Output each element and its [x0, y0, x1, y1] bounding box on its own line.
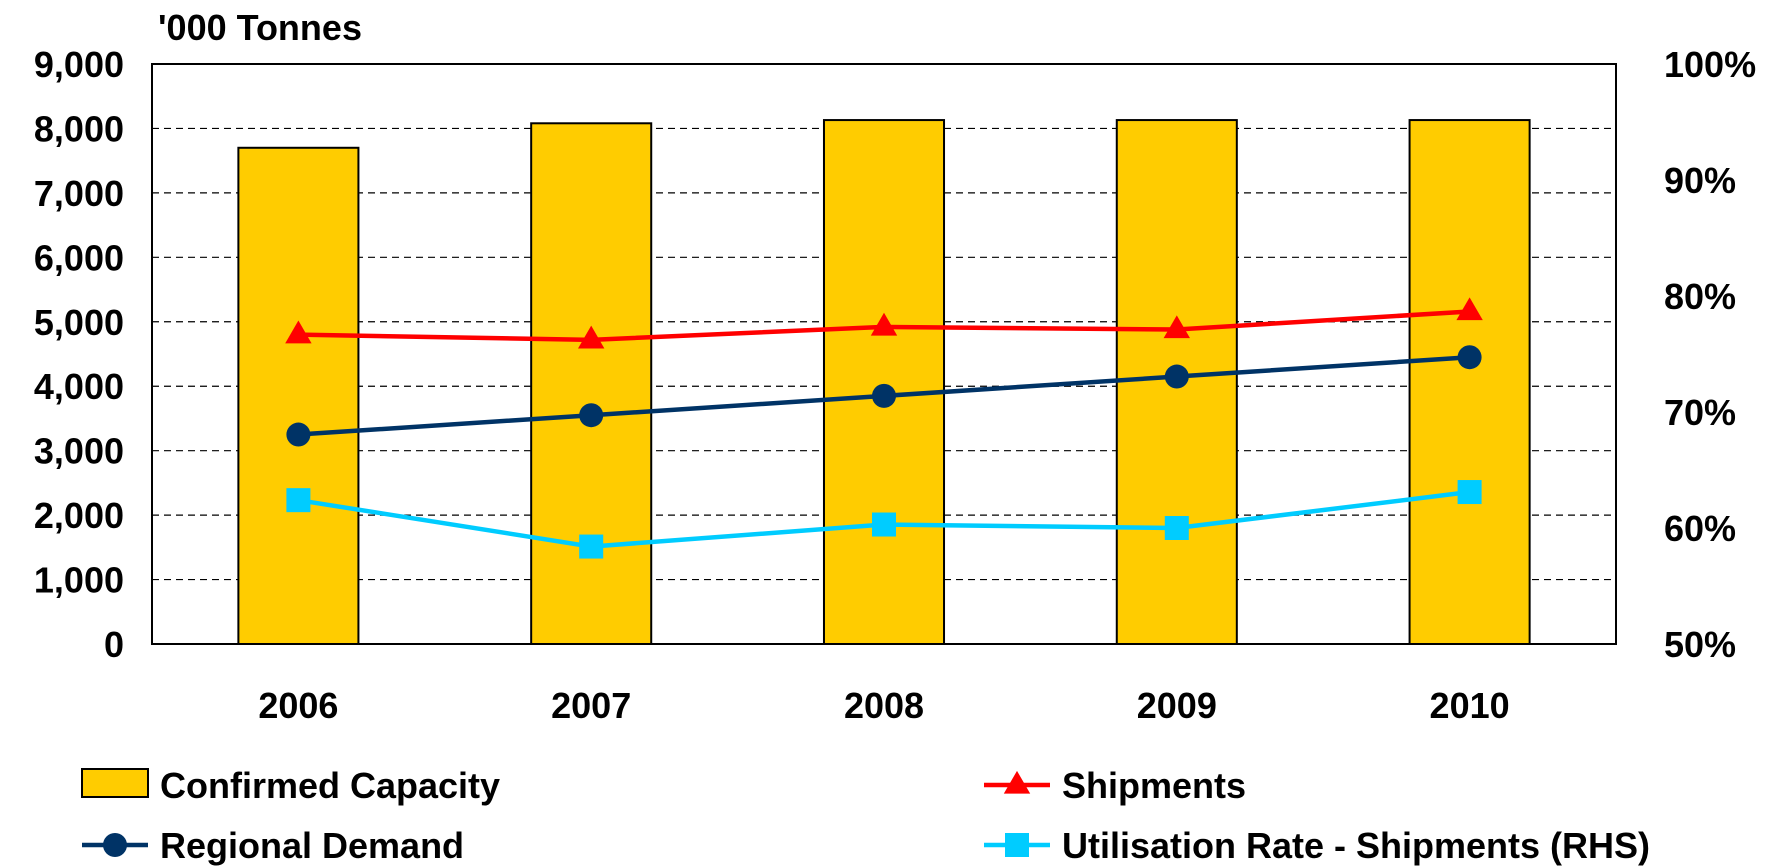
point-regional-demand: [1457, 345, 1482, 370]
point-shipments: [1163, 315, 1190, 339]
left-axis-tick-label: 9,000: [34, 44, 124, 85]
line-series: [285, 297, 1483, 559]
point-regional-demand: [579, 403, 604, 428]
bar-series: [237, 119, 1531, 646]
x-axis-tick-label: 2009: [1137, 685, 1217, 726]
left-axis-tick-label: 3,000: [34, 431, 124, 472]
right-axis-tick-label: 100%: [1664, 44, 1756, 85]
bar-confirmed-capacity: [237, 146, 360, 645]
x-axis-tick-label: 2010: [1430, 685, 1510, 726]
left-axis-ticks: 0 1,000 2,000 3,000 4,000 5,000 6,000 7,000 8,00…: [34, 44, 124, 665]
point-utilisation-rate-shipments-rhs: [286, 488, 311, 513]
right-axis-tick-label: 90%: [1664, 160, 1736, 201]
point-utilisation-rate-shipments-rhs: [1457, 480, 1482, 505]
right-axis-ticks: 50% 60% 70% 80% 90% 100%: [1664, 44, 1756, 665]
legend-label-shipments: Shipments: [1062, 765, 1246, 806]
left-axis-tick-label: 4,000: [34, 366, 124, 407]
point-shipments: [870, 312, 898, 336]
x-axis-tick-label: 2008: [844, 685, 924, 726]
point-utilisation-rate-shipments-rhs: [872, 512, 896, 537]
left-axis-tick-label: 0: [104, 624, 124, 665]
point-shipments: [1456, 297, 1483, 321]
point-regional-demand: [286, 422, 311, 447]
legend-label-regional-demand: Regional Demand: [160, 825, 464, 866]
legend: Confirmed Capacity Shipments Regional Dema…: [81, 765, 1650, 866]
left-axis-tick-label: 1,000: [34, 560, 124, 601]
y-axis-unit-label: '000 Tonnes: [158, 7, 362, 48]
left-axis-tick-label: 2,000: [34, 495, 124, 536]
x-axis-tick-label: 2007: [551, 685, 631, 726]
x-axis-ticks: 2006 2007 2008 2009 2010: [258, 685, 1509, 726]
point-shipments: [578, 325, 605, 349]
legend-label-utilisation-rate-shipments-rhs: Utilisation Rate - Shipments (RHS): [1062, 825, 1650, 866]
left-axis-tick-label: 8,000: [34, 108, 124, 149]
left-axis-tick-label: 6,000: [34, 237, 124, 278]
right-axis-tick-label: 60%: [1664, 508, 1736, 549]
legend-marker-shipments: [1003, 770, 1031, 794]
left-axis-tick-label: 7,000: [34, 173, 124, 214]
plot-area-frame: [151, 63, 1617, 645]
bar-confirmed-capacity: [822, 119, 946, 646]
legend-marker-utilisation-rate-shipments-rhs: [1005, 833, 1029, 857]
right-axis-tick-label: 70%: [1664, 392, 1736, 433]
point-regional-demand: [1164, 364, 1189, 389]
right-axis-tick-label: 50%: [1664, 624, 1736, 665]
bar-confirmed-capacity: [1408, 119, 1531, 646]
left-axis-tick-label: 5,000: [34, 302, 124, 343]
point-utilisation-rate-shipments-rhs: [1164, 516, 1189, 540]
legend-marker-regional-demand: [103, 833, 127, 857]
point-regional-demand: [872, 383, 896, 408]
legend-label-confirmed-capacity: Confirmed Capacity: [160, 765, 500, 806]
point-shipments: [285, 320, 312, 344]
x-axis-tick-label: 2006: [258, 685, 338, 726]
point-utilisation-rate-shipments-rhs: [579, 534, 604, 559]
bar-confirmed-capacity: [530, 122, 653, 646]
right-axis-tick-label: 80%: [1664, 276, 1736, 317]
legend-swatch-confirmed-capacity: [81, 768, 149, 798]
